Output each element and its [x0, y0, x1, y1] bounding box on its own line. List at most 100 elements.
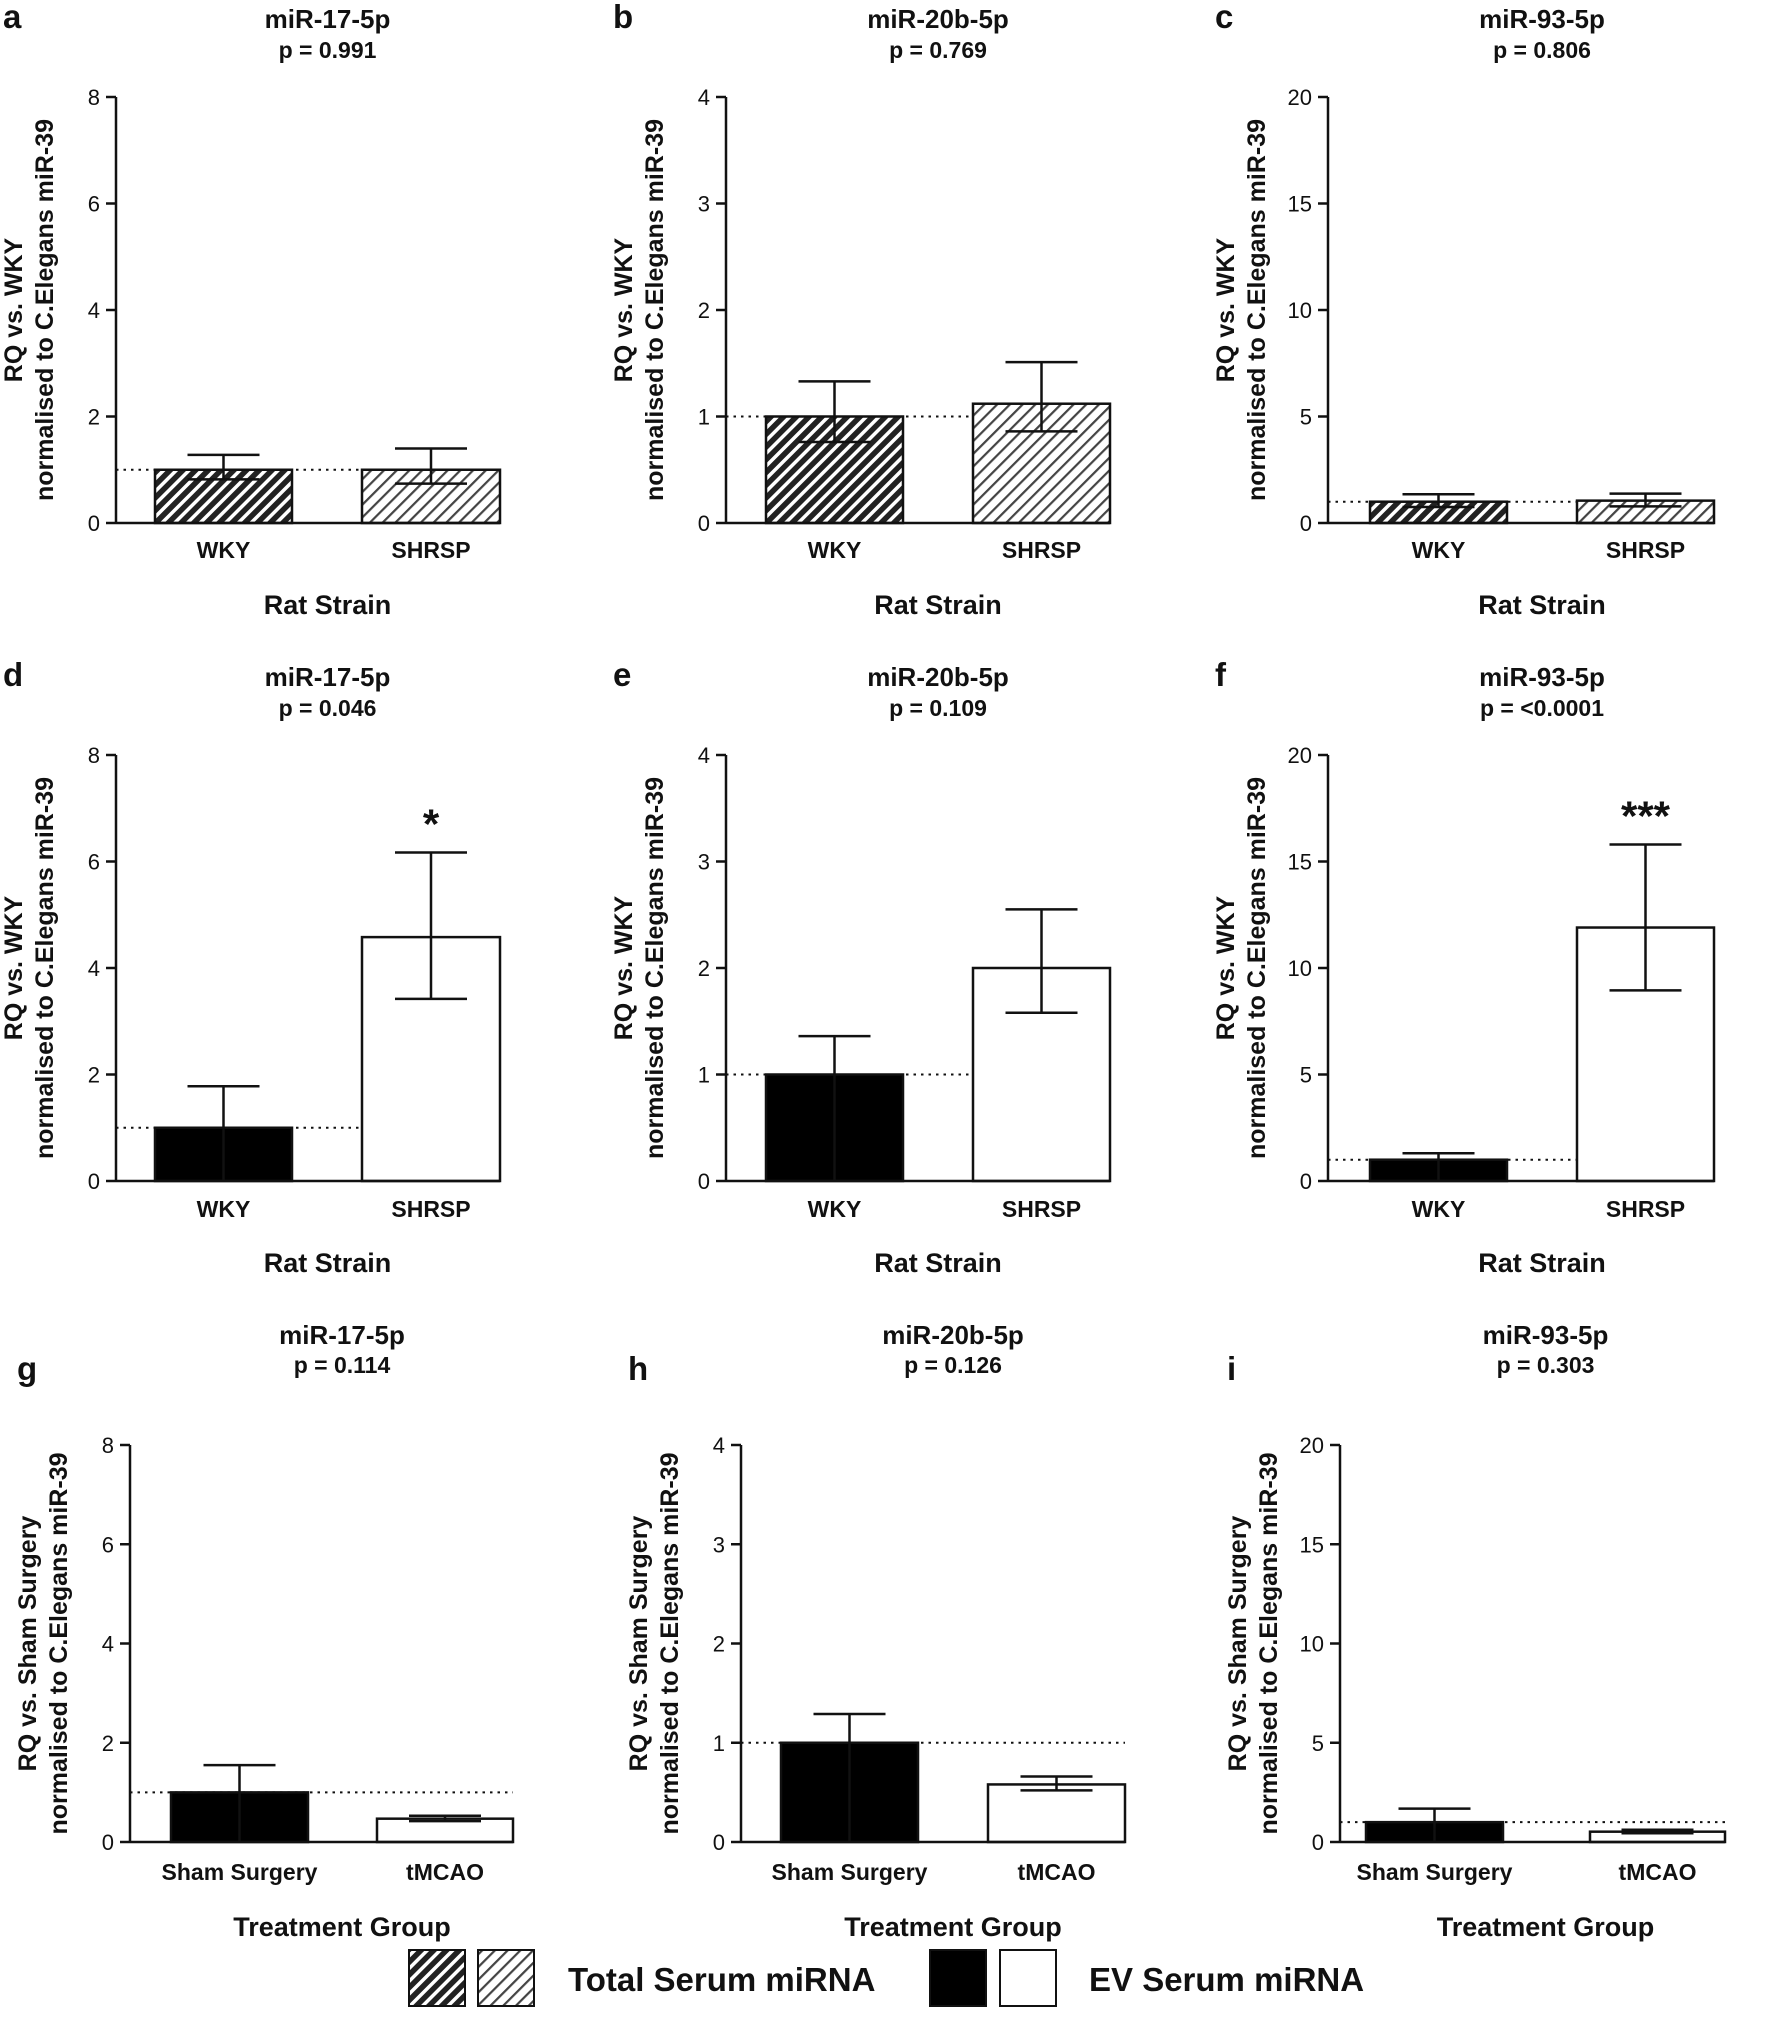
chart-title: miR-20b-5p	[882, 1320, 1024, 1350]
chart-subtitle: p = 0.126	[904, 1352, 1002, 1378]
x-axis-label: Treatment Group	[233, 1912, 451, 1942]
y-tick-label: 0	[88, 511, 100, 536]
panel-i: i miR-93-5pp = 0.303 RQ vs. Sham Surgery no…	[1224, 1320, 1727, 1942]
y-tick-label: 0	[1300, 1169, 1312, 1194]
y-tick-label: 8	[102, 1433, 114, 1458]
panel-a: a miR-17-5p p = 0.991 RQ vs. WKY normalised …	[0, 0, 502, 620]
y-tick-label: 0	[698, 1169, 710, 1194]
panel-letter: f	[1215, 656, 1227, 693]
chart-subtitle: p = 0.806	[1493, 37, 1591, 63]
x-tick-label: SHRSP	[391, 537, 470, 563]
x-tick-label: Sham Surgery	[162, 1859, 318, 1885]
chart-subtitle: p = 0.109	[889, 695, 987, 721]
x-tick-label: tMCAO	[1018, 1859, 1096, 1885]
y-tick-label: 8	[88, 85, 100, 110]
chart-title: miR-93-5p	[1479, 662, 1605, 692]
legend: Total Serum miRNA EV Serum miRNA	[408, 1949, 1364, 2007]
chart-title: miR-17-5p	[265, 4, 391, 34]
legend-swatch-total-light	[477, 1949, 535, 2007]
y-tick-label: 0	[102, 1830, 114, 1855]
y-tick-label: 8	[88, 743, 100, 768]
chart-subtitle: p = 0.114	[294, 1352, 391, 1378]
y-tick-label: 2	[88, 1063, 100, 1088]
legend-swatch-ev-black	[929, 1949, 987, 2007]
y-axis-label-line2: normalised to C.Elegans miR-39	[31, 777, 59, 1159]
x-tick-label: WKY	[197, 1196, 251, 1222]
y-tick-label: 1	[698, 405, 710, 430]
y-tick-label: 0	[1300, 511, 1312, 536]
chart-subtitle: p = 0.769	[889, 37, 987, 63]
x-tick-label: WKY	[808, 537, 862, 563]
y-axis-label-line1: RQ vs. WKY	[610, 895, 638, 1040]
significance-marker: ***	[1621, 792, 1671, 839]
y-axis-label-line2: normalised to C.Elegans miR-39	[45, 1452, 73, 1834]
x-tick-label: tMCAO	[1619, 1859, 1697, 1885]
x-axis-label: Treatment Group	[844, 1912, 1062, 1942]
chart-subtitle: p = 0.303	[1497, 1352, 1595, 1378]
x-axis-label: Rat Strain	[1478, 590, 1606, 620]
panel-g: g miR-17-5pp = 0.114 RQ vs. Sham Surgery no…	[14, 1320, 515, 1942]
x-tick-label: SHRSP	[391, 1196, 470, 1222]
y-axis-label-line2: normalised to C.Elegans miR-39	[31, 119, 59, 501]
x-axis-label: Rat Strain	[874, 1248, 1002, 1278]
legend-label-ev: EV Serum miRNA	[1089, 1961, 1364, 1998]
y-axis-label-line1: RQ vs. Sham Surgery	[1224, 1516, 1252, 1772]
y-tick-label: 0	[88, 1169, 100, 1194]
x-tick-label: SHRSP	[1002, 537, 1081, 563]
y-tick-label: 0	[713, 1830, 725, 1855]
y-tick-label: 0	[1312, 1830, 1324, 1855]
y-tick-label: 0	[698, 511, 710, 536]
panel-c: c miR-93-5p p = 0.806 RQ vs. WKY normalised …	[1212, 0, 1716, 620]
y-tick-label: 15	[1288, 850, 1312, 875]
panel-f: f miR-93-5p p = <0.0001 RQ vs. WKY normalise…	[1212, 656, 1716, 1278]
y-tick-label: 6	[88, 192, 100, 217]
y-tick-label: 15	[1288, 192, 1312, 217]
y-axis-label-line1: RQ vs. WKY	[0, 895, 28, 1040]
legend-swatch-total-dark	[408, 1949, 466, 2007]
y-tick-label: 15	[1300, 1532, 1324, 1557]
y-axis-label-line1: RQ vs. Sham Surgery	[625, 1516, 653, 1772]
x-axis-label: Rat Strain	[264, 590, 392, 620]
panel-letter: i	[1227, 1350, 1236, 1387]
panel-h: h miR-20b-5pp = 0.126 RQ vs. Sham Surgery n…	[625, 1320, 1127, 1942]
y-tick-label: 5	[1312, 1731, 1324, 1756]
y-axis-label-line2: normalised to C.Elegans miR-39	[1255, 1452, 1283, 1834]
x-tick-label: SHRSP	[1606, 1196, 1685, 1222]
x-tick-label: tMCAO	[406, 1859, 484, 1885]
x-tick-label: SHRSP	[1002, 1196, 1081, 1222]
y-axis-label-line1: RQ vs. WKY	[1212, 237, 1240, 382]
y-axis-label-line2: normalised to C.Elegans miR-39	[1243, 777, 1271, 1159]
chart-title: miR-93-5p	[1479, 4, 1605, 34]
x-tick-label: Sham Surgery	[1357, 1859, 1513, 1885]
y-tick-label: 5	[1300, 405, 1312, 430]
y-tick-label: 3	[698, 850, 710, 875]
panel-b: b miR-20b-5p p = 0.769 RQ vs. WKY normalised…	[610, 0, 1112, 620]
y-tick-label: 1	[713, 1731, 725, 1756]
y-axis-label-line2: normalised to C.Elegans miR-39	[641, 119, 669, 501]
x-tick-label: Sham Surgery	[772, 1859, 928, 1885]
y-tick-label: 5	[1300, 1063, 1312, 1088]
y-tick-label: 2	[698, 956, 710, 981]
y-tick-label: 4	[713, 1433, 725, 1458]
x-tick-label: WKY	[1412, 537, 1466, 563]
panel-letter: d	[3, 656, 23, 693]
chart-subtitle: p = 0.046	[279, 695, 377, 721]
x-axis-label: Rat Strain	[1478, 1248, 1606, 1278]
significance-marker: *	[423, 800, 440, 847]
chart-title: miR-17-5p	[279, 1320, 405, 1350]
legend-label-total: Total Serum miRNA	[568, 1961, 875, 1998]
y-axis-label-line2: normalised to C.Elegans miR-39	[656, 1452, 684, 1834]
y-tick-label: 3	[713, 1532, 725, 1557]
y-tick-label: 3	[698, 192, 710, 217]
chart-subtitle: p = 0.991	[279, 37, 377, 63]
panel-letter: e	[613, 656, 631, 693]
y-axis-label-line2: normalised to C.Elegans miR-39	[1243, 119, 1271, 501]
x-tick-label: WKY	[808, 1196, 862, 1222]
y-tick-label: 10	[1300, 1632, 1324, 1657]
y-tick-label: 2	[102, 1731, 114, 1756]
y-tick-label: 10	[1288, 298, 1312, 323]
x-tick-label: WKY	[1412, 1196, 1466, 1222]
y-tick-label: 2	[698, 298, 710, 323]
